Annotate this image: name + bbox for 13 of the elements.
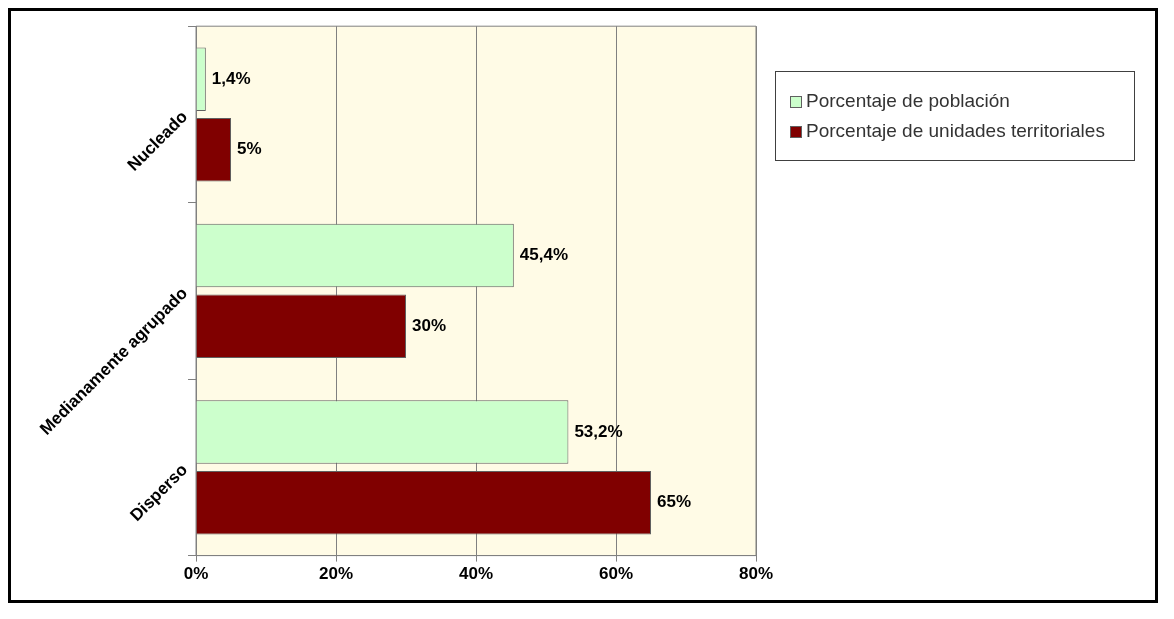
data-label: 1,4% [211, 68, 251, 88]
data-label: 30% [412, 315, 447, 335]
x-tick-label: 20% [319, 564, 354, 584]
data-label: 45,4% [519, 245, 569, 265]
data-label: 53,2% [574, 421, 623, 441]
data-label: 5% [237, 139, 262, 159]
x-tick-label: 80% [738, 564, 774, 584]
legend-label: Porcentaje de unidades territoriales [806, 120, 1105, 142]
data-label: 65% [657, 492, 692, 512]
x-tick-label: 60% [598, 564, 634, 584]
legend-label: Porcentaje de población [806, 90, 1010, 112]
x-tick-label: 0% [183, 564, 209, 584]
x-tick-label: 40% [459, 564, 494, 584]
